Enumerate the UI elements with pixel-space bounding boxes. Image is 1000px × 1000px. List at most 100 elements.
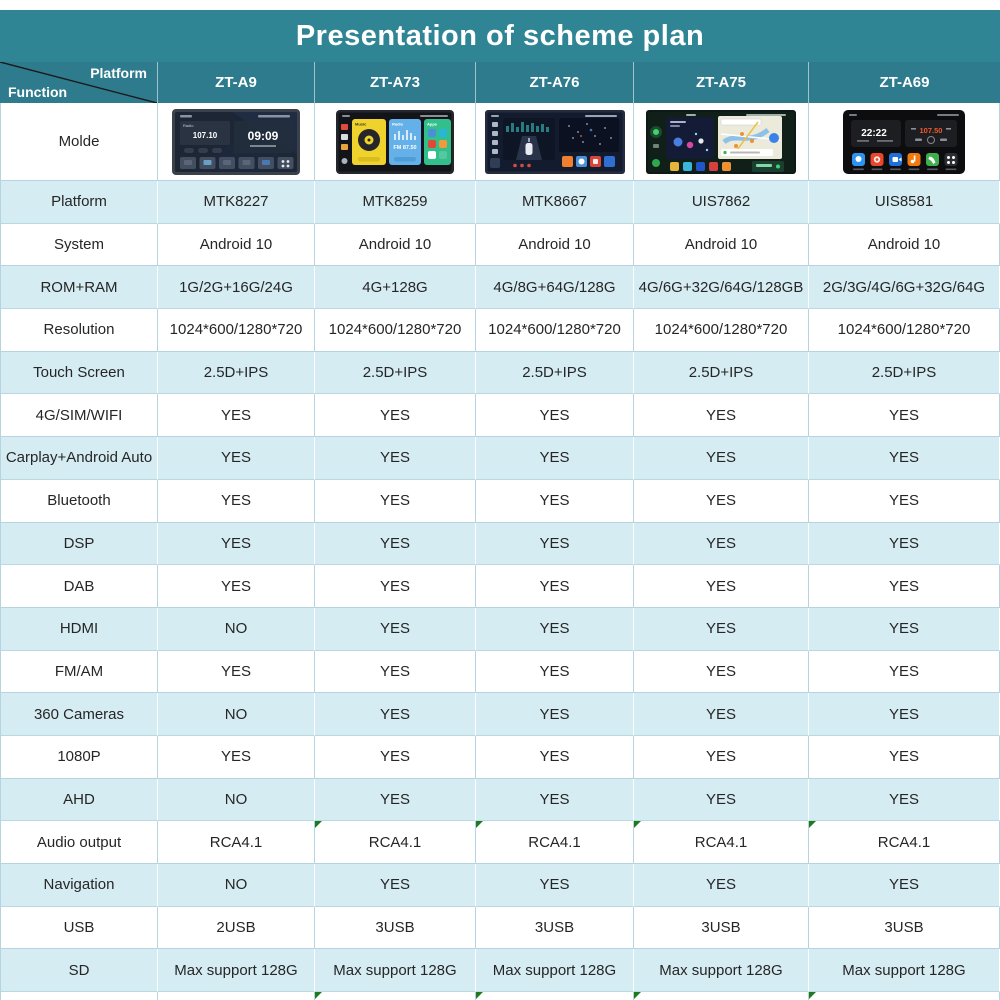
row-label: ROM+RAM: [40, 278, 118, 296]
value-cell: YES: [634, 607, 809, 651]
value-cell: YES: [634, 479, 809, 523]
value-cell: 3USB: [634, 906, 809, 950]
cell-text: YES: [888, 449, 919, 467]
cell-text: 1024*600/1280*720: [328, 321, 462, 339]
cell-text: RCA4.1: [528, 833, 581, 851]
zt-a73-device-image: Music Radio FM 87.50 Apps: [336, 109, 454, 174]
value-cell: YES: [634, 394, 809, 438]
page-title: Presentation of scheme plan: [295, 19, 705, 52]
svg-text:107.50: 107.50: [920, 126, 943, 135]
value-cell: YES: [476, 522, 634, 566]
cell-text: YES: [888, 705, 919, 723]
cell-text: RCA4.1: [694, 833, 748, 851]
value-cell: RCA4.1: [315, 821, 476, 864]
cell-text: 3USB: [701, 919, 741, 937]
value-cell: 1024*600/1280*720: [476, 309, 634, 352]
row-label-cell: ROM+RAM: [0, 266, 158, 310]
row-label: Resolution: [43, 321, 115, 339]
cell-text: NO: [224, 790, 248, 808]
value-cell: YES: [809, 565, 1000, 608]
row-label-cell: Audio output: [0, 821, 158, 864]
cell-text: YES: [705, 790, 736, 808]
value-cell: 2.5D+IPS: [476, 351, 634, 395]
column-header-zt-a75: ZT-A75: [634, 62, 809, 103]
table-row: FM/AM YES YES YES YES YES: [0, 650, 1000, 694]
table-row: Carplay+Android Auto YES YES YES YES YES: [0, 437, 1000, 480]
table-row: Navigation NO YES YES YES YES: [0, 864, 1000, 907]
cell-text: Android 10: [358, 236, 432, 254]
value-cell: YES: [809, 778, 1000, 822]
value-cell: YES: [476, 565, 634, 608]
table-row: DAB YES YES YES YES YES: [0, 565, 1000, 608]
cell-text: YES: [379, 449, 410, 467]
zt-a69-device-image: 22:22 107.50: [843, 109, 965, 174]
value-cell: Android 10: [476, 223, 634, 267]
value-cell: 4G/6G+32G/64G/128GB: [634, 266, 809, 310]
value-cell: Android 10: [634, 223, 809, 267]
cell-text: RCA4.1: [368, 833, 422, 851]
value-cell: YES: [476, 735, 634, 779]
cell-text: YES: [539, 748, 570, 766]
cell-text: MTK8667: [521, 193, 588, 211]
row-label: Platform: [51, 193, 107, 211]
row-label: Audio output: [36, 833, 122, 851]
svg-text:Music: Music: [355, 121, 367, 126]
table-row: System Android 10 Android 10 Android 10 …: [0, 223, 1000, 267]
value-cell: YES: [634, 565, 809, 608]
value-cell: UIS7862: [634, 181, 809, 224]
value-cell: RCA4.1: [158, 821, 315, 864]
value-cell: UIS8581: [809, 181, 1000, 224]
corner-function-label: Function: [8, 84, 68, 100]
cell-text: YES: [220, 492, 251, 510]
cell-text: YES: [379, 577, 410, 595]
cell-text: YES: [220, 534, 251, 552]
value-cell: MTK8259: [315, 181, 476, 224]
value-cell: YES: [476, 864, 634, 907]
value-cell: 1G/2G+16G/24G: [158, 266, 315, 310]
product-image-zt-a69: 22:22 107.50: [809, 103, 1000, 181]
cell-text: YES: [379, 662, 410, 680]
green-corner-flag: [809, 992, 816, 1000]
row-label: USB: [63, 919, 95, 937]
row-label: Touch Screen: [33, 364, 125, 382]
row-label-molde: Molde: [0, 103, 158, 181]
value-cell: YES: [476, 693, 634, 736]
table-row: ROM+RAM 1G/2G+16G/24G 4G+128G 4G/8G+64G/…: [0, 266, 1000, 310]
row-label-cell: Resolution: [0, 309, 158, 352]
value-cell: YES: [476, 650, 634, 694]
value-cell: YES: [634, 522, 809, 566]
value-cell: YES: [634, 735, 809, 779]
value-cell: 2.5D+IPS: [634, 351, 809, 395]
table-row: 4G/SIM/WIFI YES YES YES YES YES: [0, 394, 1000, 438]
diagonal-divider-line: [0, 62, 157, 103]
row-label-cell: DAB: [0, 565, 158, 608]
cell-text: YES: [705, 449, 736, 467]
cell-text: 1024*600/1280*720: [654, 321, 788, 339]
cell-text: YES: [220, 748, 251, 766]
cell-text: YES: [888, 534, 919, 552]
cell-text: YES: [705, 577, 736, 595]
table-row: SD Max support 128G Max support 128G Max…: [0, 949, 1000, 993]
value-cell: YES: [158, 565, 315, 608]
green-corner-flag: [634, 992, 641, 1000]
value-cell: NO: [158, 607, 315, 651]
cell-text: YES: [888, 790, 919, 808]
value-cell: YES: [315, 607, 476, 651]
table-row: DSP YES YES YES YES YES: [0, 522, 1000, 566]
corner-header-cell: Platform Function: [0, 62, 158, 103]
row-label-cell: SD: [0, 949, 158, 993]
cell-text: Max support 128G: [174, 961, 298, 979]
cell-text: YES: [888, 492, 919, 510]
table-row: AHD NO YES YES YES YES: [0, 778, 1000, 822]
partial-cell: [634, 992, 809, 1000]
cell-text: Max support 128G: [842, 961, 966, 979]
green-corner-flag: [476, 992, 483, 1000]
cell-text: YES: [705, 620, 736, 638]
cell-text: YES: [379, 492, 410, 510]
table-row: Resolution 1024*600/1280*720 1024*600/12…: [0, 309, 1000, 352]
row-label: Bluetooth: [47, 492, 111, 510]
partial-cell: [0, 992, 158, 1000]
partial-cell: [809, 992, 1000, 1000]
cell-text: 4G/6G+32G/64G/128GB: [638, 278, 804, 296]
cell-text: 2.5D+IPS: [522, 364, 587, 382]
